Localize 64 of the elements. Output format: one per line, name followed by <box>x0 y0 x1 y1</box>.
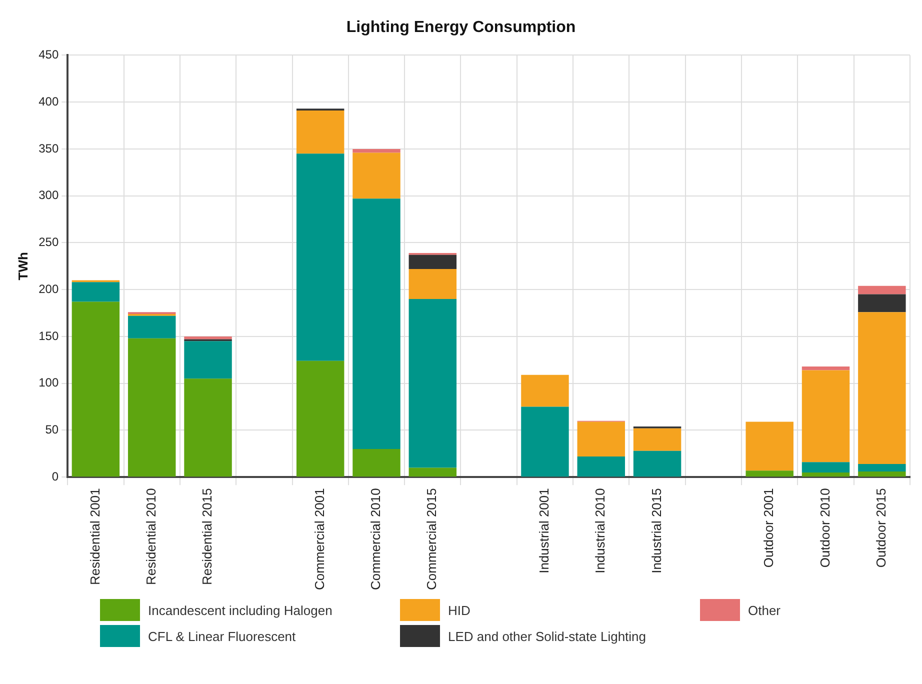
y-tick-label: 200 <box>38 282 59 296</box>
bar <box>296 360 344 477</box>
bar <box>184 378 232 477</box>
bar <box>128 338 176 477</box>
x-tick-label: Commercial 2010 <box>368 488 384 590</box>
x-tick-label: Industrial 2001 <box>536 488 552 574</box>
bar <box>802 370 850 462</box>
bar <box>746 470 794 477</box>
y-tick-label: 100 <box>38 376 59 390</box>
bar <box>577 456 625 477</box>
legend-label: LED and other Solid-state Lighting <box>448 628 646 644</box>
bar <box>72 302 120 477</box>
bar <box>521 406 569 477</box>
bar <box>128 316 176 338</box>
bar <box>184 336 232 340</box>
legend-label: CFL & Linear Fluorescent <box>148 628 296 644</box>
x-tick-label: Residential 2001 <box>87 488 102 585</box>
bar <box>352 449 400 477</box>
y-tick-label: 350 <box>38 141 59 156</box>
bar <box>296 110 344 154</box>
x-tick-label: Residential 2015 <box>200 488 215 585</box>
bar <box>802 472 850 477</box>
bar <box>352 152 400 199</box>
x-tick-label: Commercial 2015 <box>424 488 440 590</box>
bar <box>577 422 625 456</box>
x-tick-label: Industrial 2015 <box>648 488 664 574</box>
bar <box>521 374 569 407</box>
x-tick-label: Outdoor 2015 <box>874 488 888 568</box>
x-tick-label: Outdoor 2010 <box>817 488 832 568</box>
chart-title: Lighting Energy Consumption <box>346 19 576 36</box>
bar <box>72 282 120 302</box>
legend-label: Incandescent including Halogen <box>148 602 332 618</box>
x-tick-label: Outdoor 2001 <box>761 488 776 568</box>
bar <box>408 468 457 477</box>
bar <box>802 366 850 370</box>
bar <box>746 422 794 471</box>
bar <box>352 198 400 449</box>
bar <box>408 298 457 468</box>
y-tick-label: 400 <box>38 94 59 108</box>
bar <box>408 268 457 299</box>
y-tick-label: 50 <box>45 422 59 437</box>
bar <box>858 472 906 477</box>
bar <box>802 462 850 472</box>
bar <box>633 450 682 477</box>
bar <box>352 148 400 153</box>
bar <box>858 464 906 472</box>
legend-label: Other <box>748 602 781 618</box>
y-tick-label: 300 <box>38 188 59 202</box>
bar <box>858 294 906 312</box>
x-tick-label: Industrial 2010 <box>592 488 608 574</box>
y-tick-label: 150 <box>38 328 59 343</box>
bar <box>296 154 344 361</box>
y-tick-label: 250 <box>38 235 59 250</box>
y-tick-label: 450 <box>38 48 59 62</box>
y-axis-title: TWh <box>15 252 30 280</box>
x-tick-label: Residential 2010 <box>143 488 158 585</box>
bar <box>184 341 232 379</box>
x-tick-label: Commercial 2001 <box>312 488 327 590</box>
bar <box>633 428 682 451</box>
bar <box>858 312 906 464</box>
bar <box>408 254 457 269</box>
y-tick-label: 0 <box>52 469 59 484</box>
bar <box>858 286 906 294</box>
legend-label: HID <box>448 602 470 618</box>
